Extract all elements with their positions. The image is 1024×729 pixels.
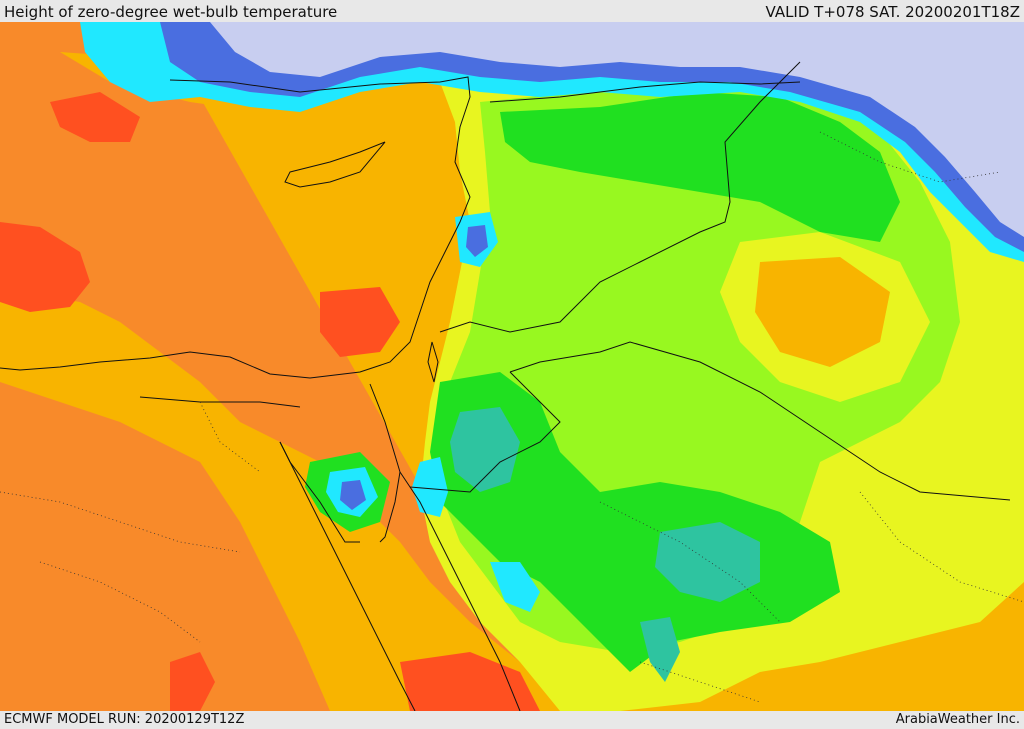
- field-teal-2: [655, 522, 760, 602]
- borders: [0, 61, 1011, 711]
- field-cyan-aqaba: [412, 457, 448, 517]
- cyprus: [284, 141, 386, 188]
- credit: ArabiaWeather Inc.: [895, 712, 1020, 727]
- field-red-1: [0, 222, 90, 312]
- field-green-north: [500, 92, 900, 242]
- border-jordan: [439, 61, 801, 333]
- model-run: ECMWF MODEL RUN: 20200129T12Z: [4, 712, 245, 727]
- map-title: Height of zero-degree wet-bulb temperatu…: [4, 3, 338, 21]
- border-jordan-saudi: [409, 371, 561, 493]
- field-amber-north: [60, 52, 450, 342]
- field-red-2: [320, 287, 400, 357]
- coastline-north: [0, 76, 471, 379]
- valid-time: VALID T+078 SAT. 20200201T18Z: [765, 3, 1020, 21]
- border-egypt-israel: [369, 383, 401, 473]
- gulf-aqaba: [379, 471, 401, 543]
- header-bar: Height of zero-degree wet-bulb temperatu…: [0, 0, 1024, 22]
- weather-map: [0, 22, 1024, 711]
- field-red-3: [400, 652, 540, 711]
- field-blue-sinai: [340, 480, 366, 510]
- field-teal-3: [640, 617, 680, 682]
- field-blue-north: [160, 22, 1024, 252]
- internal-boundaries: [0, 131, 1024, 703]
- field-snow-north: [210, 22, 1024, 237]
- footer-bar: ECMWF MODEL RUN: 20200129T12Z ArabiaWeat…: [0, 711, 1024, 729]
- gulf-suez: [279, 441, 360, 543]
- field-red-4: [50, 92, 140, 142]
- field-cyan-hejaz: [490, 562, 540, 612]
- field-teal: [450, 407, 520, 492]
- field-blue-lebanon: [466, 225, 488, 257]
- field-amber-inner: [755, 257, 890, 367]
- red-sea-east-coast: [399, 471, 521, 711]
- border-syria-turkey: [489, 81, 801, 103]
- border-iraq-saudi: [509, 341, 1011, 501]
- dead-sea: [427, 341, 439, 383]
- field-green-south: [430, 372, 840, 672]
- red-sea-west-coast: [279, 441, 416, 711]
- border-egypt-sudan: [139, 396, 301, 408]
- field-red-5: [170, 652, 215, 711]
